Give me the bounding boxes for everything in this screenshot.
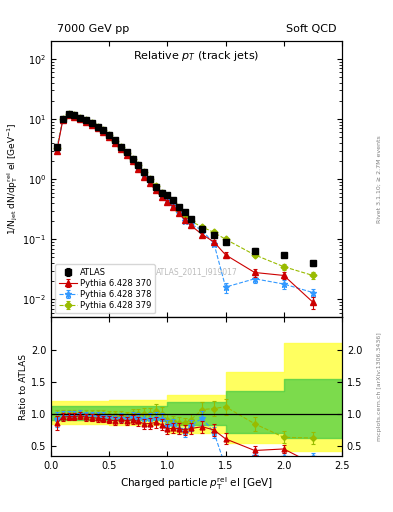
Text: Rivet 3.1.10; ≥ 2.7M events: Rivet 3.1.10; ≥ 2.7M events bbox=[377, 135, 382, 223]
Text: Relative $p_T$ (track jets): Relative $p_T$ (track jets) bbox=[133, 49, 260, 63]
Y-axis label: 1/N$_{\rm jet}$ dN/dp$^{\rm rel}_{\rm T}$ el [GeV$^{-1}$]: 1/N$_{\rm jet}$ dN/dp$^{\rm rel}_{\rm T}… bbox=[5, 123, 20, 236]
Text: Soft QCD: Soft QCD bbox=[286, 24, 336, 34]
Text: 7000 GeV pp: 7000 GeV pp bbox=[57, 24, 129, 34]
Text: mcplots.cern.ch [arXiv:1306.3436]: mcplots.cern.ch [arXiv:1306.3436] bbox=[377, 332, 382, 441]
Y-axis label: Ratio to ATLAS: Ratio to ATLAS bbox=[19, 354, 28, 419]
Text: ATLAS_2011_I919017: ATLAS_2011_I919017 bbox=[156, 267, 237, 276]
X-axis label: Charged particle $p_{\rm T}^{\rm rel}$ el [GeV]: Charged particle $p_{\rm T}^{\rm rel}$ e… bbox=[120, 475, 273, 492]
Legend: ATLAS, Pythia 6.428 370, Pythia 6.428 378, Pythia 6.428 379: ATLAS, Pythia 6.428 370, Pythia 6.428 37… bbox=[55, 264, 155, 313]
